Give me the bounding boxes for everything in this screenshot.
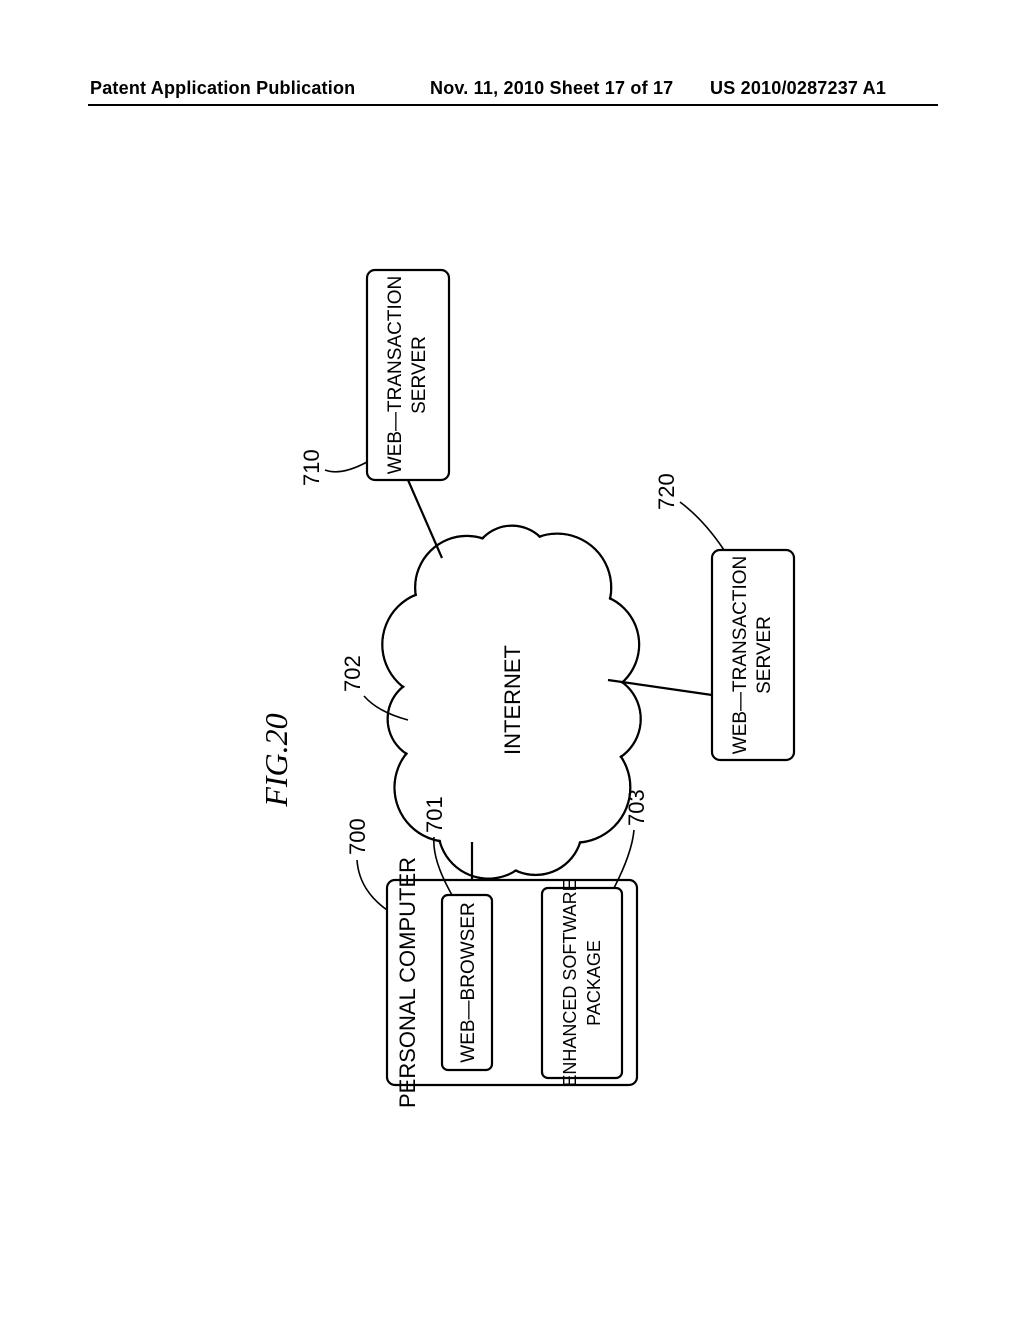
figure-diagram: FIG.20 INTERNET 702 PERSONAL COMPUTER 70…	[0, 0, 1024, 1320]
server-bottom-box	[712, 550, 794, 760]
pc-label: PERSONAL COMPUTER	[395, 857, 420, 1108]
browser-label: WEB—BROWSER	[458, 902, 479, 1062]
ref-701: 701	[422, 796, 447, 833]
enhanced-label-1: ENHANCED SOFTWARE	[560, 879, 580, 1086]
ref-703: 703	[624, 789, 649, 826]
leader-700	[357, 860, 387, 910]
leader-710	[325, 462, 367, 472]
internet-label: INTERNET	[500, 645, 525, 755]
ref-700: 700	[345, 818, 370, 855]
server-bottom-label-2: SERVER	[754, 616, 775, 694]
enhanced-box	[542, 888, 622, 1078]
connector-cloud-server-r	[408, 480, 442, 558]
server-right-label-1: WEB—TRANSACTION	[385, 276, 406, 474]
ref-710: 710	[299, 449, 324, 486]
figure-title: FIG.20	[258, 713, 294, 807]
enhanced-label-2: PACKAGE	[584, 940, 604, 1026]
ref-720: 720	[654, 473, 679, 510]
server-right-box	[367, 270, 449, 480]
leader-720	[680, 502, 724, 550]
page: Patent Application Publication Nov. 11, …	[0, 0, 1024, 1320]
server-right-label-2: SERVER	[409, 336, 430, 414]
server-bottom-label-1: WEB—TRANSACTION	[730, 556, 751, 754]
ref-702: 702	[340, 655, 365, 692]
